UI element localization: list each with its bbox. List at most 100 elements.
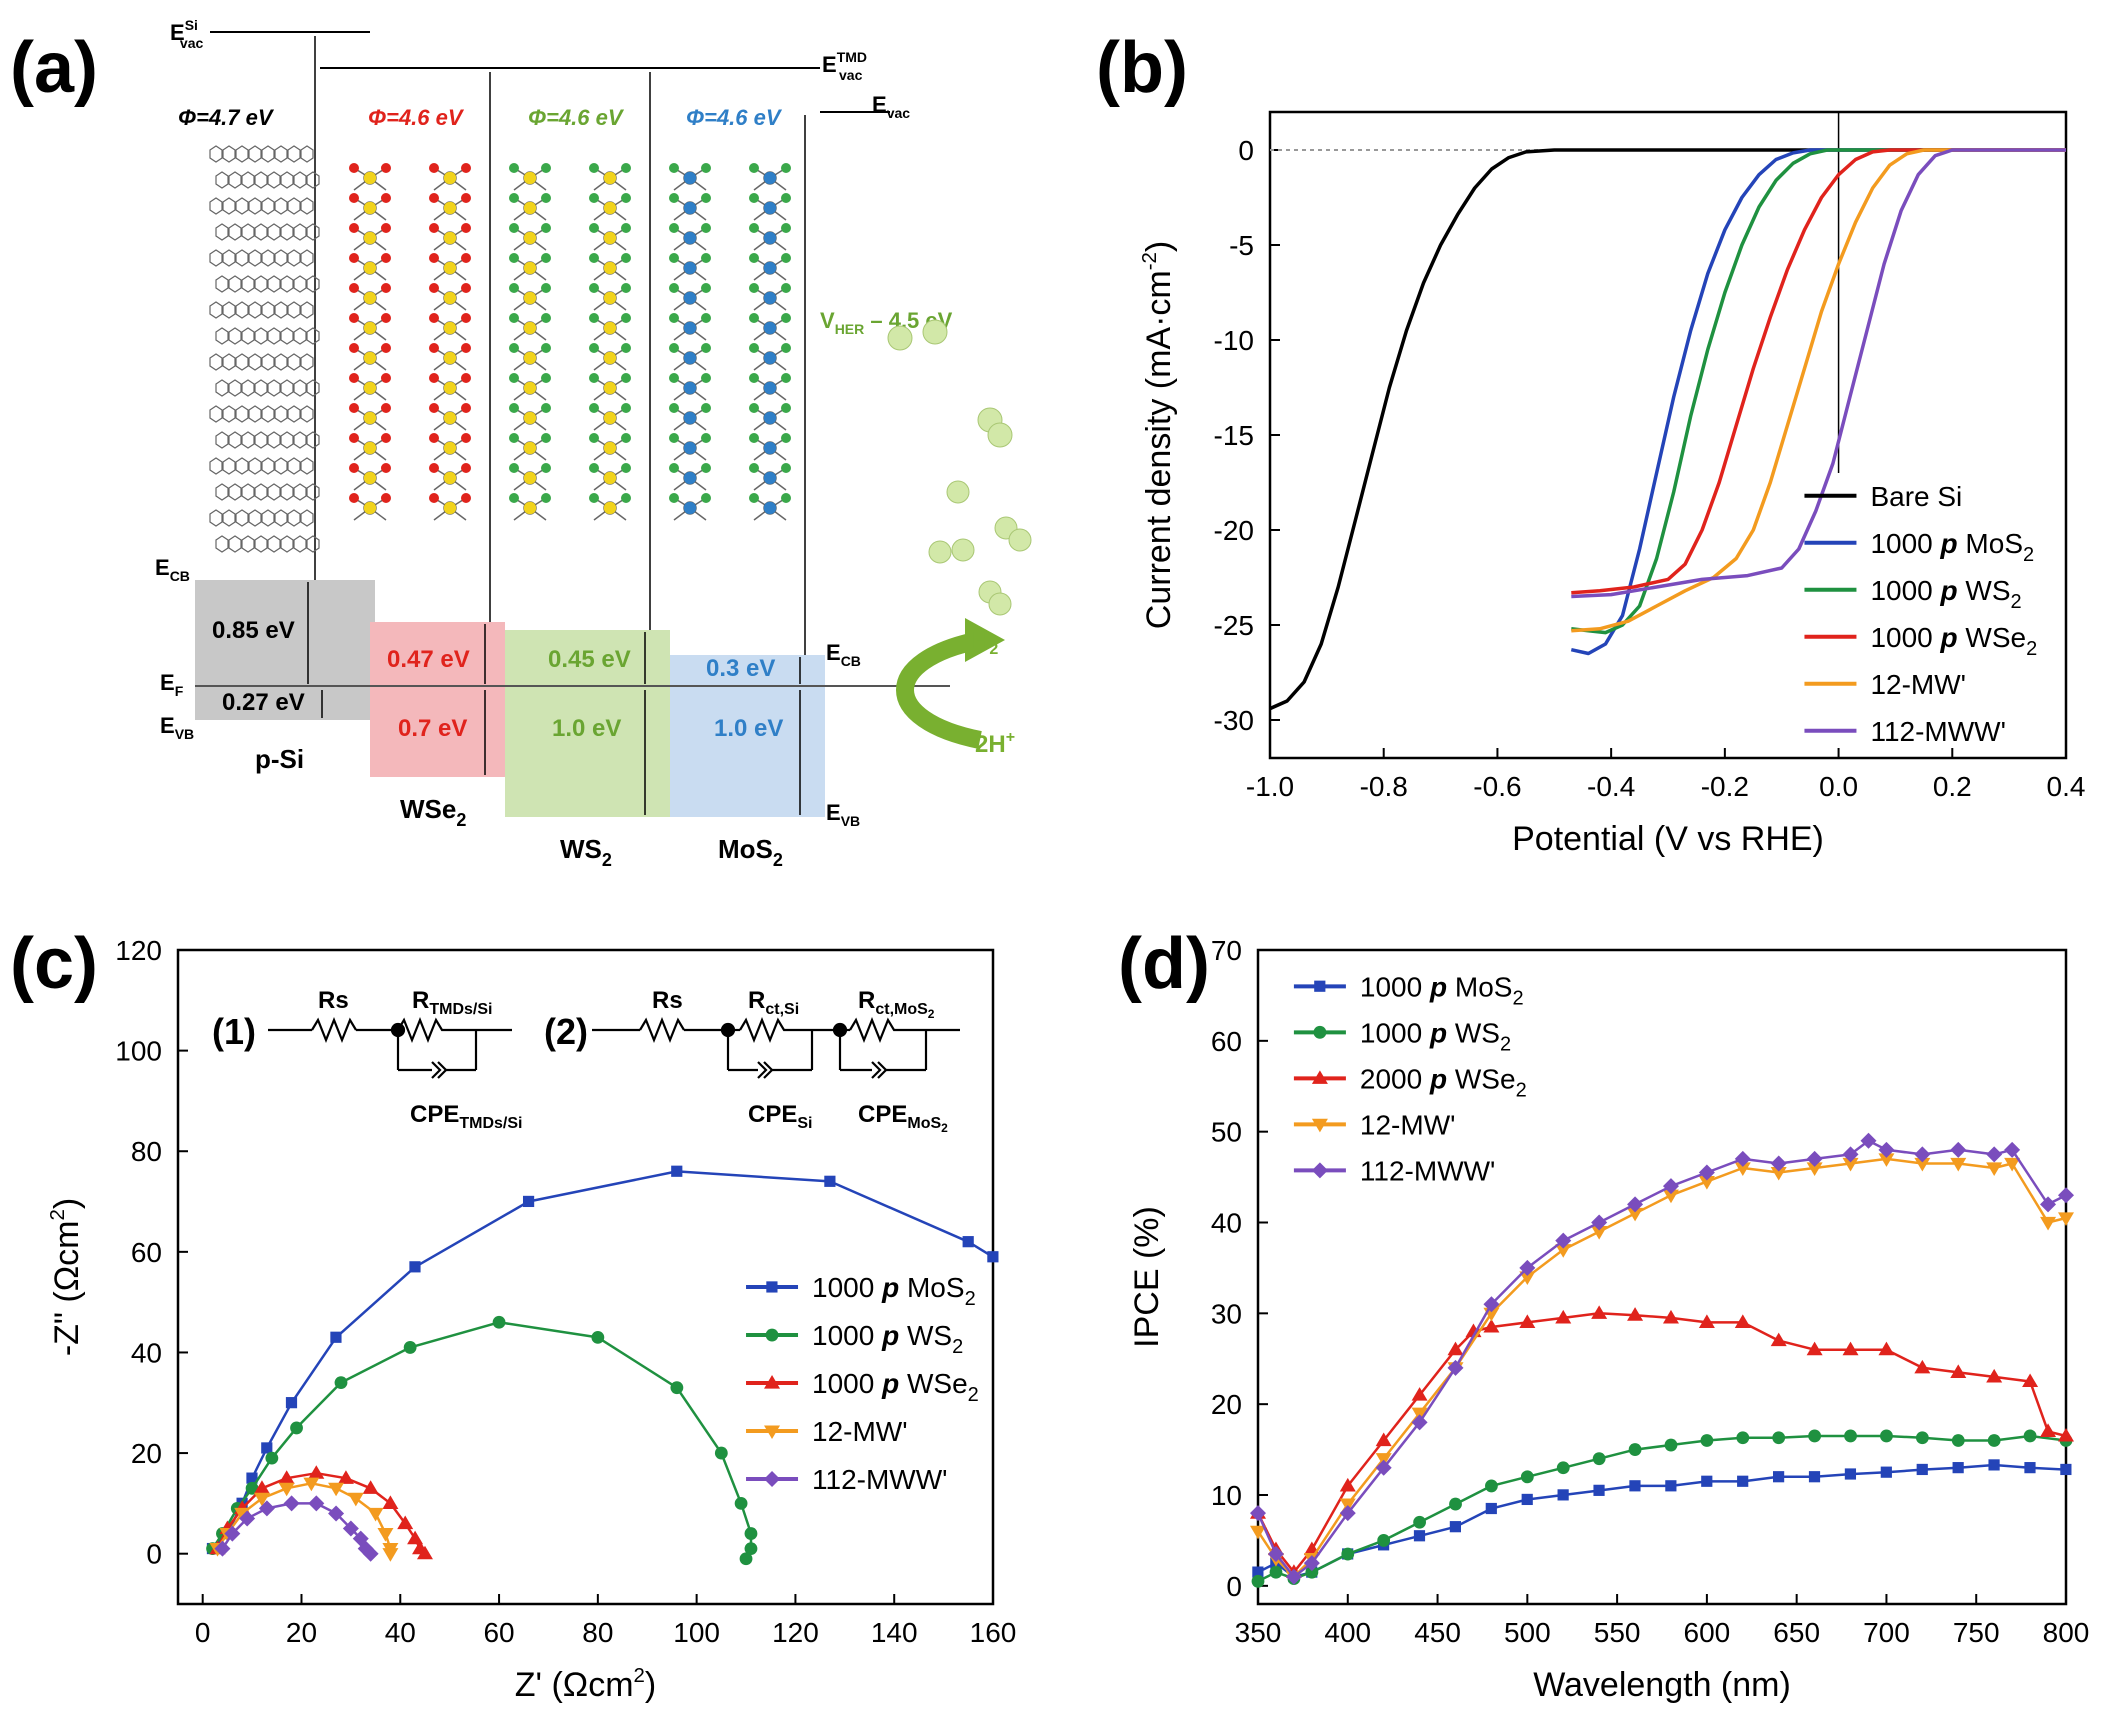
data-point bbox=[1591, 1214, 1608, 1231]
series-line-3 bbox=[1571, 148, 2066, 635]
data-point bbox=[1267, 1546, 1284, 1563]
x-tick-label: 500 bbox=[1504, 1617, 1551, 1648]
data-point bbox=[1844, 1468, 1857, 1480]
data-point bbox=[1627, 1207, 1644, 1222]
data-point bbox=[1485, 1479, 1498, 1493]
data-point bbox=[1986, 1146, 2003, 1163]
data-point bbox=[1844, 1429, 1857, 1443]
data-point bbox=[1736, 1431, 1750, 1445]
data-point bbox=[239, 1510, 256, 1527]
her-arrow-icon bbox=[896, 631, 982, 749]
rs-2-label: Rs bbox=[652, 987, 683, 1014]
legend-marker bbox=[1311, 1070, 1328, 1084]
panel-d-ipce-chart: (d) 350 400 450 500 550 600 650 700 750 800 0 10 20 3… bbox=[1118, 924, 2089, 1704]
ws2-band-box bbox=[505, 630, 670, 817]
legend-entry-4: 1000 p WSe2 bbox=[1870, 622, 2037, 660]
data-point bbox=[1806, 1341, 1823, 1356]
x-tick-label: 120 bbox=[772, 1617, 819, 1648]
series-line-4 bbox=[1256, 1157, 2067, 1579]
data-point bbox=[334, 1376, 348, 1390]
data-point bbox=[739, 1552, 753, 1566]
data-point bbox=[1734, 1314, 1751, 1329]
data-point bbox=[253, 1480, 270, 1494]
y-tick-label: 100 bbox=[115, 1036, 162, 1067]
data-point bbox=[1483, 1318, 1500, 1333]
data-point bbox=[1339, 1477, 1356, 1492]
data-point bbox=[1914, 1359, 1931, 1374]
x-tick-label: 0.2 bbox=[1933, 771, 1972, 802]
data-point bbox=[1305, 1565, 1319, 1579]
legend-entry-5: 12-MW' bbox=[1870, 669, 1966, 700]
rs-1-label: Rs bbox=[318, 987, 349, 1014]
legend-marker bbox=[766, 1281, 778, 1293]
data-point bbox=[337, 1470, 354, 1484]
rct-si-label: Rct,Si bbox=[748, 987, 799, 1018]
h2-label: H2 bbox=[972, 627, 998, 658]
her-arrowhead-icon bbox=[965, 618, 1005, 662]
data-point bbox=[1698, 1176, 1715, 1190]
panel-b-jv-chart: (b) -1.0 -0.8 -0.6 -0.4 -0.2 0.0 0.2 0.4 0 -5 -10 -… bbox=[1096, 28, 2085, 858]
data-point bbox=[1950, 1141, 1967, 1158]
y-tick-label: 50 bbox=[1211, 1117, 1242, 1148]
data-point bbox=[285, 1397, 298, 1409]
data-point bbox=[342, 1520, 359, 1537]
data-point bbox=[1556, 1461, 1570, 1475]
data-point bbox=[382, 1495, 399, 1509]
x-tick-label: 450 bbox=[1414, 1617, 1461, 1648]
data-point bbox=[1950, 1157, 1967, 1172]
data-point bbox=[1449, 1521, 1461, 1533]
data-point bbox=[1252, 1566, 1264, 1578]
data-point bbox=[1878, 1341, 1895, 1356]
evac-label: Evac bbox=[872, 92, 910, 121]
data-point bbox=[2058, 1187, 2074, 1204]
x-tick-label: 140 bbox=[871, 1617, 918, 1648]
y-tick-label: 0 bbox=[1238, 135, 1254, 166]
data-point bbox=[1701, 1475, 1713, 1487]
data-point bbox=[328, 1482, 345, 1497]
psi-lattice-illustration bbox=[209, 145, 320, 553]
y-tick-label: 80 bbox=[131, 1136, 162, 1167]
data-point bbox=[1915, 1431, 1929, 1445]
x-tick-label: 60 bbox=[483, 1617, 514, 1648]
data-point bbox=[1860, 1132, 1877, 1149]
wse2-label: WSe2 bbox=[400, 794, 466, 830]
legend-marker bbox=[764, 1471, 781, 1488]
panel-label-c: (c) bbox=[10, 924, 98, 1004]
series-line-1 bbox=[1257, 1463, 2067, 1579]
legend-entry-1: Bare Si bbox=[1870, 481, 1962, 512]
data-point bbox=[290, 1421, 303, 1435]
y-tick-label: -5 bbox=[1229, 230, 1254, 261]
data-point bbox=[1411, 1387, 1428, 1401]
legend-marker bbox=[764, 1425, 781, 1440]
legend-marker bbox=[1314, 980, 1326, 992]
data-point bbox=[1664, 1438, 1678, 1452]
data-point bbox=[308, 1465, 325, 1479]
series-line-4 bbox=[1571, 148, 2066, 595]
data-point bbox=[671, 1165, 683, 1177]
data-point bbox=[824, 1175, 836, 1187]
data-point bbox=[1285, 1568, 1302, 1585]
data-point bbox=[492, 1315, 506, 1329]
x-tick-label: -0.4 bbox=[1587, 771, 1635, 802]
data-point bbox=[1806, 1150, 1823, 1167]
data-point bbox=[1339, 1505, 1356, 1522]
legend-entry-3: 1000 p WS2 bbox=[1870, 575, 2021, 613]
data-point bbox=[1662, 1189, 1679, 1204]
series-line-5 bbox=[1571, 148, 2066, 633]
x-tick-label: 0.4 bbox=[2047, 771, 2086, 802]
legend-marker bbox=[764, 1375, 781, 1389]
x-tick-label: 0.0 bbox=[1819, 771, 1858, 802]
x-tick-label: 400 bbox=[1324, 1617, 1371, 1648]
data-point bbox=[1698, 1314, 1715, 1329]
legend-marker bbox=[765, 1328, 779, 1342]
panel-c-nyquist-chart: (c) 0 20 40 60 80 100 120 140 160 0 20 40 60 80 100 120… bbox=[10, 924, 1016, 1704]
series-line-5 bbox=[1256, 1139, 2067, 1579]
data-point bbox=[265, 1451, 279, 1465]
data-point bbox=[409, 1261, 421, 1273]
circuit-labels: (1) (2) Rs RTMDs/Si CPETMDs/Si Rs Rct,Si… bbox=[212, 987, 948, 1135]
wse2-cb-offset: 0.47 eV bbox=[387, 646, 470, 673]
x-tick-label: -0.6 bbox=[1473, 771, 1521, 802]
data-point bbox=[1447, 1341, 1464, 1356]
legend-entry-1: 1000 p MoS2 bbox=[1360, 971, 1524, 1009]
legend-entry-1: 1000 p MoS2 bbox=[812, 1272, 976, 1310]
